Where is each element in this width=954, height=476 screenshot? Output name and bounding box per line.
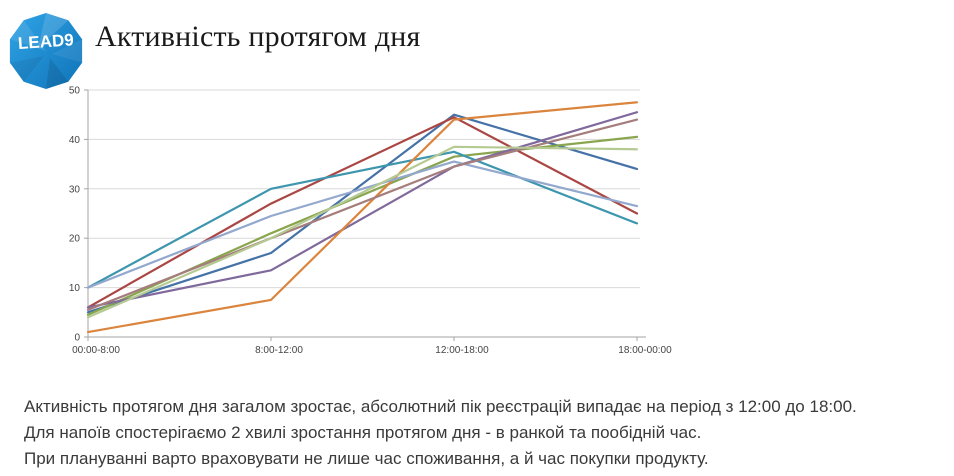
page-title: Активність протягом дня xyxy=(95,20,421,53)
chart-line-4 xyxy=(86,111,639,309)
summary-text: Активність протягом дня загалом зростає,… xyxy=(24,396,944,474)
y-tick-label: 30 xyxy=(69,184,81,195)
chart-line-7 xyxy=(86,160,639,289)
summary-line-1: Активність протягом дня загалом зростає,… xyxy=(24,397,857,416)
lead9-logo[interactable]: LEAD9 xyxy=(4,6,92,94)
chart-line-5 xyxy=(86,150,639,289)
chart-line-2 xyxy=(86,116,639,309)
chart-line-1 xyxy=(86,113,639,314)
chart-line-6 xyxy=(86,101,639,334)
y-tick-label: 40 xyxy=(69,135,81,146)
y-tick-label: 50 xyxy=(69,86,81,97)
y-tick-label: 0 xyxy=(74,333,80,344)
x-tick-label: 00:00-8:00 xyxy=(72,345,120,356)
chart-line-3 xyxy=(86,135,639,316)
logo-text: LEAD9 xyxy=(17,30,74,53)
x-tick-label: 18:00-00:00 xyxy=(618,345,672,356)
x-tick-label: 8:00-12:00 xyxy=(255,345,303,356)
lead9-logo-icon: LEAD9 xyxy=(9,13,83,89)
y-tick-label: 20 xyxy=(69,234,81,245)
summary-line-3: При плануванні варто враховувати не лише… xyxy=(24,449,709,468)
summary-line-2: Для напоїв спостерігаємо 2 хвилі зростан… xyxy=(24,423,702,442)
activity-chart: 0 10 20 30 40 50 00:00-8:00 8:00-12:00 12:00-18:… xyxy=(0,78,954,380)
y-tick-label: 10 xyxy=(69,283,81,294)
chart-line-8 xyxy=(86,118,639,311)
x-tick-label: 12:00-18:00 xyxy=(435,345,489,356)
chart-line-9 xyxy=(86,145,639,319)
